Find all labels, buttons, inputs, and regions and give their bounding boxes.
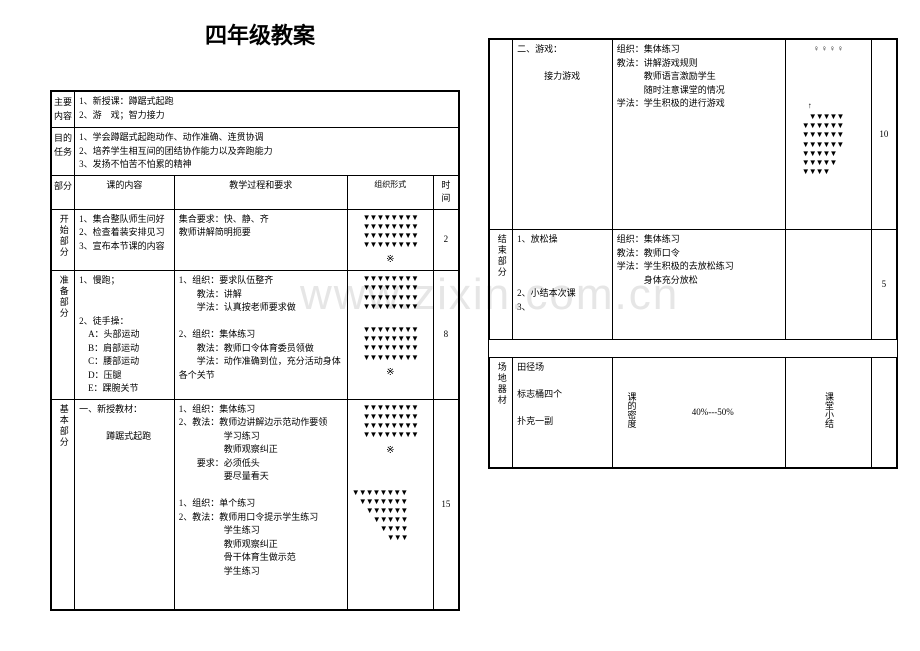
prep-content: 1、慢跑； 2、徒手操： A：头部运动 B：肩部运动 C：腰部运动 D：压腿 E… — [75, 271, 175, 400]
end-content: 1、放松操 2、小结本次课 3、 — [513, 230, 613, 340]
hdr-part: 部分 — [52, 175, 75, 209]
start-teach: 集合要求：快、静、齐 教师讲解简明扼要 — [174, 209, 347, 271]
prep-label: 准备部分 — [52, 271, 75, 400]
field-text: 田径场 标志桶四个 扑克一副 — [513, 358, 613, 468]
prep-teach: 1、组织：要求队伍整齐 教法：讲解 学法：认真按老师要求做 2、组织：集体练习 … — [174, 271, 347, 400]
lesson-table-right: 二、游戏： 接力游戏 组织：集体练习 教法：讲解游戏规则 教师语言激励学生 随时… — [489, 39, 897, 468]
end-form — [785, 230, 871, 340]
triangle-formation: ▼▼▼▼▼ ▼▼▼▼▼▼ ▼▼▼▼▼▼ ▼▼▼▼▼▼ ▼▼▼▼▼ ▼▼▼▼▼ ▼… — [790, 112, 867, 176]
start-content: 1、集合整队师生问好 2、检查着装安排见习 3、宣布本节课的内容 — [75, 209, 175, 271]
task-label: 目的 任务 — [52, 128, 75, 176]
hdr-time: 时间 — [433, 175, 458, 209]
start-label: 开始部分 — [52, 209, 75, 271]
star-icon: ※ — [352, 362, 429, 380]
game-time: 10 — [871, 40, 896, 230]
main-time: 15 — [433, 399, 458, 609]
task-text: 1、学会蹲踞式起跑动作、动作准确、连贯协调 2、培养学生相互间的团结协作能力以及… — [75, 128, 459, 176]
game-part-spacer — [490, 40, 513, 230]
prep-time: 8 — [433, 271, 458, 400]
left-panel: 主要 内容 1、新授课：蹲踞式起跑 2、游 戏；智力接力 目的 任务 1、学会蹲… — [50, 90, 460, 611]
game-content: 二、游戏： 接力游戏 — [513, 40, 613, 230]
game-teach: 组织：集体练习 教法：讲解游戏规则 教师语言激励学生 随时注意课堂的情况 学法：… — [612, 40, 785, 230]
spacer-row — [490, 340, 897, 358]
hdr-form: 组织形式 — [347, 175, 433, 209]
main-content-text: 1、新授课：蹲踞式起跑 2、游 戏；智力接力 — [75, 92, 459, 128]
field-label: 场地器材 — [490, 358, 513, 468]
hdr-teach: 教学过程和要求 — [174, 175, 347, 209]
triangle-formation: ▼▼▼▼▼▼▼▼ ▼▼▼▼▼▼▼▼ ▼▼▼▼▼▼▼▼ ▼▼▼▼▼▼▼▼ — [352, 274, 429, 311]
summary-label: 课堂小结 — [785, 358, 871, 468]
page-title: 四年级教案 — [50, 0, 470, 60]
density-label: 课的密度 — [617, 389, 645, 436]
end-teach: 组织：集体练习 教法：教师口令 学法：学生积极的去放松练习 身体充分放松 — [612, 230, 785, 340]
summary-empty — [871, 358, 896, 468]
triangle-formation: ▼▼▼▼▼▼▼▼ ▼▼▼▼▼▼▼▼ ▼▼▼▼▼▼▼▼ ▼▼▼▼▼▼▼▼ — [352, 403, 429, 440]
end-label: 结束部分 — [490, 230, 513, 340]
start-form: ▼▼▼▼▼▼▼▼ ▼▼▼▼▼▼▼▼ ▼▼▼▼▼▼▼▼ ▼▼▼▼▼▼▼▼ ※ — [347, 209, 433, 271]
main-content: 一、新授教材： 蹲踞式起跑 — [75, 399, 175, 609]
arrow-up-icon: ↑ — [790, 100, 867, 112]
hdr-content: 课的内容 — [75, 175, 175, 209]
lesson-table-left: 主要 内容 1、新授课：蹲踞式起跑 2、游 戏；智力接力 目的 任务 1、学会蹲… — [51, 91, 459, 610]
prep-form: ▼▼▼▼▼▼▼▼ ▼▼▼▼▼▼▼▼ ▼▼▼▼▼▼▼▼ ▼▼▼▼▼▼▼▼ ▼▼▼▼… — [347, 271, 433, 400]
main-content-label: 主要 内容 — [52, 92, 75, 128]
star-icon: ※ — [352, 249, 429, 267]
right-panel: 二、游戏： 接力游戏 组织：集体练习 教法：讲解游戏规则 教师语言激励学生 随时… — [488, 38, 898, 469]
end-time: 5 — [871, 230, 896, 340]
person-icons: ♀ ♀ ♀ ♀ — [790, 43, 867, 55]
main-label: 基本部分 — [52, 399, 75, 609]
triangle-formation: ▼▼▼▼▼▼▼▼ ▼▼▼▼▼▼▼▼ ▼▼▼▼▼▼▼▼ ▼▼▼▼▼▼▼▼ — [352, 325, 429, 362]
main-teach: 1、组织：集体练习 2、教法：教师边讲解边示范动作要领 学习练习 教师观察纠正 … — [174, 399, 347, 609]
game-form: ♀ ♀ ♀ ♀ ↑ ▼▼▼▼▼ ▼▼▼▼▼▼ ▼▼▼▼▼▼ ▼▼▼▼▼▼ ▼▼▼… — [785, 40, 871, 230]
triangle-formation: ▼▼▼▼▼▼▼▼ ▼▼▼▼▼▼▼ ▼▼▼▼▼▼ ▼▼▼▼▼ ▼▼▼▼ ▼▼▼ — [352, 488, 429, 543]
density-value: 40%---50% — [645, 389, 781, 436]
main-form: ▼▼▼▼▼▼▼▼ ▼▼▼▼▼▼▼▼ ▼▼▼▼▼▼▼▼ ▼▼▼▼▼▼▼▼ ※ ▼▼… — [347, 399, 433, 609]
triangle-formation: ▼▼▼▼▼▼▼▼ ▼▼▼▼▼▼▼▼ ▼▼▼▼▼▼▼▼ ▼▼▼▼▼▼▼▼ — [352, 213, 429, 250]
start-time: 2 — [433, 209, 458, 271]
star-icon: ※ — [352, 440, 429, 458]
